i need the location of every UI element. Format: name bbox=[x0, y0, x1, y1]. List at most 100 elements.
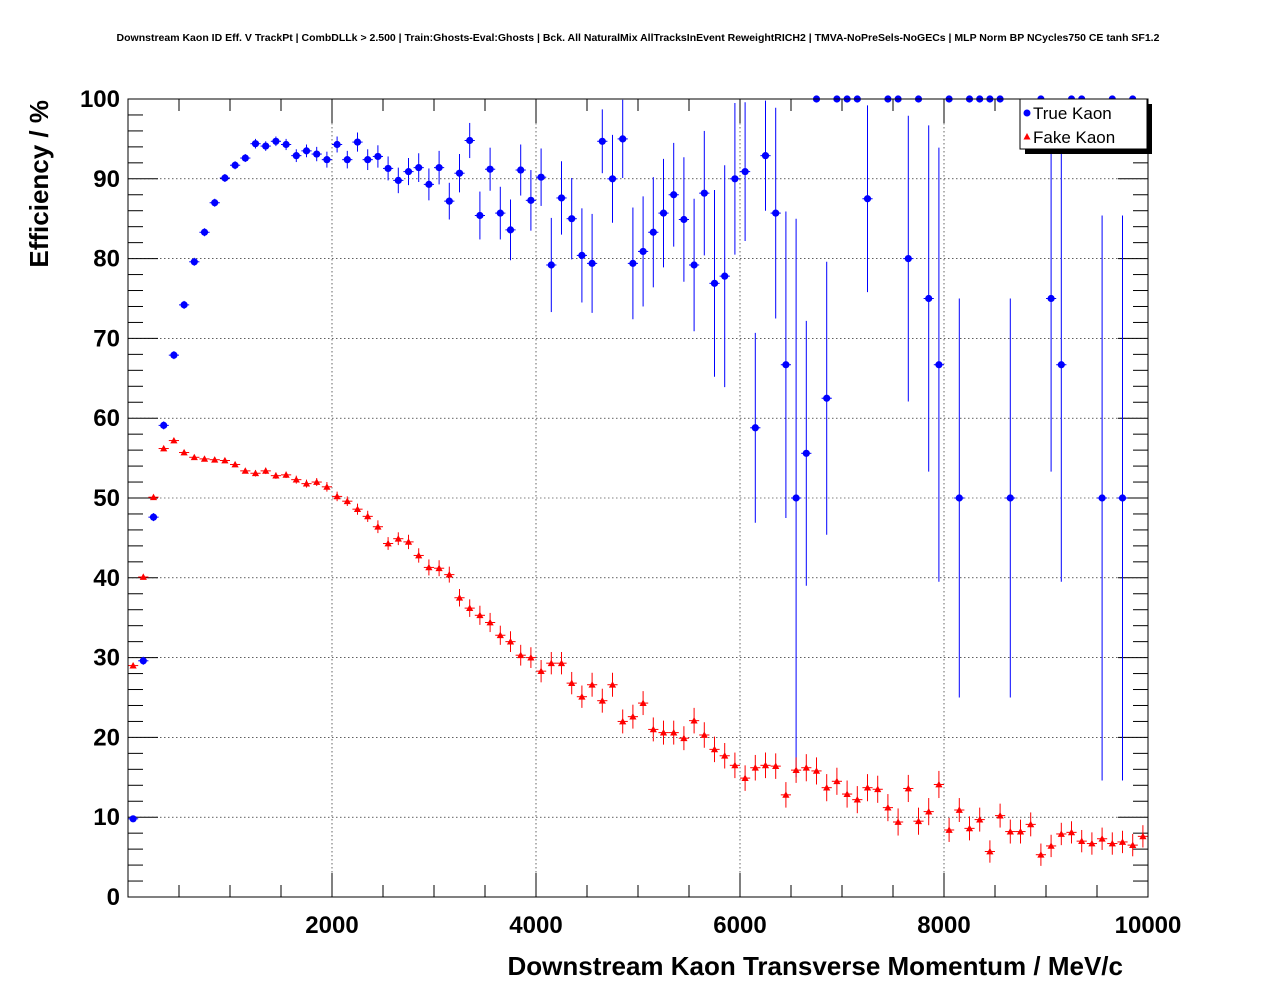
point-marker bbox=[639, 247, 647, 256]
data-point bbox=[474, 605, 485, 625]
point-marker bbox=[863, 195, 872, 203]
point-marker bbox=[1037, 851, 1045, 858]
point-marker bbox=[527, 654, 535, 661]
data-point bbox=[607, 134, 618, 223]
data-point bbox=[719, 742, 730, 769]
data-point bbox=[311, 478, 322, 487]
point-marker bbox=[1098, 494, 1106, 502]
data-point bbox=[485, 612, 496, 633]
point-marker bbox=[731, 175, 739, 183]
data-point bbox=[536, 148, 547, 206]
data-point bbox=[770, 107, 781, 319]
data-point bbox=[780, 782, 791, 808]
data-point bbox=[158, 444, 169, 452]
data-point bbox=[260, 141, 271, 151]
point-marker bbox=[160, 421, 168, 429]
point-marker bbox=[547, 659, 555, 667]
point-marker bbox=[568, 679, 576, 687]
data-point bbox=[495, 625, 506, 645]
point-marker bbox=[914, 817, 923, 825]
point-marker bbox=[374, 523, 382, 530]
x-tick-label: 2000 bbox=[305, 912, 358, 939]
point-marker bbox=[129, 661, 137, 669]
point-marker bbox=[333, 492, 341, 500]
point-marker bbox=[394, 535, 402, 542]
point-marker bbox=[680, 734, 688, 742]
data-point bbox=[709, 189, 720, 377]
data-point bbox=[168, 436, 179, 444]
data-point bbox=[179, 300, 190, 309]
data-point bbox=[678, 726, 689, 751]
data-point bbox=[566, 178, 577, 260]
data-point bbox=[689, 707, 700, 734]
data-point bbox=[1056, 822, 1067, 846]
data-point bbox=[709, 736, 720, 763]
data-point bbox=[882, 794, 893, 822]
point-marker bbox=[1006, 494, 1014, 502]
point-marker bbox=[292, 476, 300, 483]
point-marker bbox=[904, 255, 912, 263]
point-marker bbox=[894, 818, 902, 825]
data-point bbox=[831, 767, 842, 795]
point-marker bbox=[241, 154, 249, 162]
point-marker bbox=[792, 766, 800, 773]
point-marker bbox=[874, 785, 882, 793]
point-marker bbox=[170, 436, 178, 444]
point-marker bbox=[557, 194, 566, 202]
point-marker bbox=[149, 493, 158, 501]
data-point bbox=[811, 757, 822, 785]
data-point bbox=[576, 685, 587, 708]
data-point bbox=[260, 467, 271, 475]
data-point bbox=[393, 532, 404, 546]
point-marker bbox=[608, 175, 617, 183]
data-point bbox=[903, 774, 914, 803]
data-point bbox=[128, 661, 139, 669]
point-marker bbox=[823, 394, 831, 402]
data-point bbox=[291, 149, 302, 163]
data-point bbox=[821, 774, 832, 802]
data-point bbox=[138, 573, 149, 580]
data-point bbox=[270, 472, 281, 479]
data-point bbox=[923, 798, 934, 826]
data-point bbox=[230, 460, 241, 468]
data-point bbox=[281, 138, 292, 151]
point-marker bbox=[588, 259, 596, 267]
data-point bbox=[281, 471, 292, 479]
data-point bbox=[454, 588, 465, 607]
point-marker bbox=[761, 761, 770, 769]
point-marker bbox=[364, 156, 372, 164]
point-marker bbox=[1108, 839, 1116, 847]
data-point bbox=[984, 840, 995, 863]
data-point bbox=[699, 130, 710, 256]
point-marker bbox=[506, 638, 515, 645]
point-marker bbox=[802, 449, 810, 457]
point-marker bbox=[374, 152, 382, 161]
point-marker bbox=[272, 472, 280, 479]
point-marker bbox=[649, 725, 657, 733]
data-point bbox=[525, 170, 536, 231]
data-series bbox=[128, 95, 1148, 866]
point-marker bbox=[741, 168, 749, 176]
point-marker bbox=[517, 651, 525, 659]
point-marker bbox=[863, 784, 872, 791]
data-point bbox=[944, 817, 955, 842]
data-point bbox=[791, 218, 802, 778]
data-point bbox=[648, 177, 659, 288]
point-marker bbox=[680, 215, 688, 224]
data-point bbox=[699, 722, 710, 748]
point-marker bbox=[1027, 820, 1035, 828]
point-marker bbox=[1139, 832, 1147, 840]
data-point bbox=[801, 754, 812, 782]
point-marker bbox=[578, 693, 586, 700]
data-point bbox=[148, 513, 159, 522]
point-marker bbox=[455, 169, 464, 177]
point-marker bbox=[925, 808, 933, 815]
point-marker bbox=[976, 815, 984, 823]
point-marker bbox=[721, 272, 729, 280]
data-point bbox=[638, 691, 649, 716]
point-marker bbox=[761, 152, 770, 160]
point-marker bbox=[670, 729, 678, 736]
legend-marker-fake-kaon bbox=[1023, 133, 1031, 140]
data-point bbox=[515, 144, 526, 196]
legend: True Kaon Fake Kaon bbox=[1019, 98, 1152, 154]
